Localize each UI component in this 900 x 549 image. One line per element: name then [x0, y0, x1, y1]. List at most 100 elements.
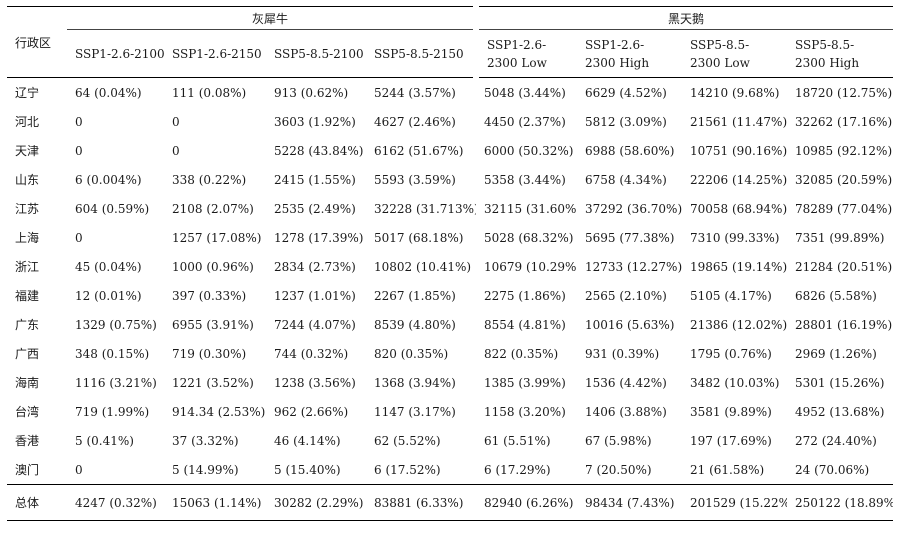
region-name: 辽宁	[15, 86, 40, 100]
table-cell: 1406 (3.88%)	[585, 404, 667, 419]
region-header: 行政区	[7, 6, 67, 78]
table-cell: 10802 (10.41%)	[374, 259, 472, 274]
table-cell: 2834 (2.73%)	[274, 259, 356, 274]
table-cell: 1536 (4.42%)	[585, 375, 667, 390]
table-cell: 4952 (13.68%)	[795, 404, 885, 419]
table-cell: 719 (1.99%)	[75, 404, 150, 419]
table-cell: 1238 (3.56%)	[274, 375, 356, 390]
table-cell: 5048 (3.44%)	[484, 85, 566, 100]
table-cell: 6 (17.52%)	[374, 462, 441, 477]
table-cell: 719 (0.30%)	[172, 346, 247, 361]
table-cell: 8539 (4.80%)	[374, 317, 456, 332]
table-cell: 5228 (43.84%)	[274, 143, 364, 158]
table-cell: 5017 (68.18%)	[374, 230, 464, 245]
table-cell: 820 (0.35%)	[374, 346, 449, 361]
table-cell: 12 (0.01%)	[75, 288, 142, 303]
table-row: 河北 0 0 3603 (1.92%) 4627 (2.46%) 4450 (2.37%)…	[7, 107, 893, 136]
table-cell: 5244 (3.57%)	[374, 85, 456, 100]
table-cell: 604 (0.59%)	[75, 201, 150, 216]
table-cell: 21386 (12.02%)	[690, 317, 788, 332]
table-row: 广西 348 (0.15%) 719 (0.30%) 744 (0.32%) 820 (…	[7, 339, 893, 368]
table-row: 广东 1329 (0.75%) 6955 (3.91%) 7244 (4.07%) 85…	[7, 310, 893, 339]
table-row: 澳门 0 5 (14.99%) 5 (15.40%) 6 (17.52%) 6 (17.2…	[7, 455, 893, 485]
table-cell: 6629 (4.52%)	[585, 85, 667, 100]
table-cell: 348 (0.15%)	[75, 346, 150, 361]
table-cell: 21561 (11.47%)	[690, 114, 788, 129]
table-cell: 70058 (68.94%)	[690, 201, 788, 216]
table-cell: 1147 (3.17%)	[374, 404, 456, 419]
table-cell: 2565 (2.10%)	[585, 288, 667, 303]
table-row: 上海 0 1257 (17.08%) 1278 (17.39%) 5017 (68.18…	[7, 223, 893, 252]
table-cell: 7 (20.50%)	[585, 462, 652, 477]
table-cell: 5 (15.40%)	[274, 462, 341, 477]
group-header-black-swan: 黑天鹅	[473, 6, 894, 30]
total-cell: 30282 (2.29%)	[266, 484, 366, 521]
table-cell: 5695 (77.38%)	[585, 230, 675, 245]
table-cell: 822 (0.35%)	[484, 346, 559, 361]
region-name: 上海	[15, 231, 40, 245]
table-cell: 1278 (17.39%)	[274, 230, 364, 245]
total-row: 总体 4247 (0.32%) 15063 (1.14%) 30282 (2.29%)…	[7, 484, 894, 521]
region-name: 河北	[15, 115, 40, 129]
table-cell: 5301 (15.26%)	[795, 375, 885, 390]
table-cell: 0	[75, 143, 83, 158]
table-cell: 6000 (50.32%)	[484, 143, 574, 158]
region-name: 浙江	[15, 260, 40, 274]
column-header: SSP5-8.5-2150	[366, 29, 477, 78]
table-cell: 7310 (99.33%)	[690, 230, 780, 245]
table-row: 香港 5 (0.41%) 37 (3.32%) 46 (4.14%) 62 (5.52%…	[7, 426, 893, 455]
table-cell: 2108 (2.07%)	[172, 201, 254, 216]
table-cell: 19865 (19.14%)	[690, 259, 788, 274]
table-cell: 22206 (14.25%)	[690, 172, 788, 187]
table-cell: 1257 (17.08%)	[172, 230, 262, 245]
table-cell: 6955 (3.91%)	[172, 317, 254, 332]
table-row: 天津 0 0 5228 (43.84%) 6162 (51.67%) 6000 (50.3…	[7, 136, 893, 165]
table-cell: 5593 (3.59%)	[374, 172, 456, 187]
table-cell: 1795 (0.76%)	[690, 346, 772, 361]
table-cell: 197 (17.69%)	[690, 433, 772, 448]
table-cell: 397 (0.33%)	[172, 288, 247, 303]
column-header: SSP1-2.6-2100	[67, 29, 164, 78]
table-cell: 338 (0.22%)	[172, 172, 247, 187]
table-cell: 6 (0.004%)	[75, 172, 142, 187]
table-cell: 10985 (92.12%)	[795, 143, 893, 158]
table-cell: 0	[172, 114, 180, 129]
table-cell: 1237 (1.01%)	[274, 288, 356, 303]
table-cell: 8554 (4.81%)	[484, 317, 566, 332]
region-name: 福建	[15, 289, 40, 303]
table-cell: 7351 (99.89%)	[795, 230, 885, 245]
table-cell: 931 (0.39%)	[585, 346, 660, 361]
table-row: 福建 12 (0.01%) 397 (0.33%) 1237 (1.01%) 2267 …	[7, 281, 893, 310]
region-name: 澳门	[15, 463, 40, 477]
table-cell: 1158 (3.20%)	[484, 404, 566, 419]
column-header: SSP1-2.6- 2300 High	[577, 29, 683, 78]
total-cell: 250122 (18.89%)	[787, 484, 894, 521]
total-cell: 15063 (1.14%)	[164, 484, 266, 521]
total-cell: 82940 (6.26%)	[476, 484, 578, 521]
table-cell: 61 (5.51%)	[484, 433, 551, 448]
region-name: 广东	[15, 318, 40, 332]
table-cell: 5028 (68.32%)	[484, 230, 574, 245]
table-cell: 78289 (77.04%)	[795, 201, 893, 216]
total-cell: 98434 (7.43%)	[577, 484, 683, 521]
table-cell: 272 (24.40%)	[795, 433, 877, 448]
table-cell: 111 (0.08%)	[172, 85, 247, 100]
table-cell: 5 (14.99%)	[172, 462, 239, 477]
scenario-table: 行政区 灰犀牛 黑天鹅 SSP1-2.6-2100 SSP1-2.6-2150 SS…	[7, 6, 894, 521]
table-cell: 32262 (17.16%)	[795, 114, 893, 129]
table-cell: 1221 (3.52%)	[172, 375, 254, 390]
table-row: 辽宁 64 (0.04%) 111 (0.08%) 913 (0.62%) 5244 (…	[7, 78, 893, 108]
table-cell: 62 (5.52%)	[374, 433, 441, 448]
table-cell: 12733 (12.27%)	[585, 259, 683, 274]
table-cell: 3603 (1.92%)	[274, 114, 356, 129]
table-cell: 5 (0.41%)	[75, 433, 134, 448]
table-cell: 24 (70.06%)	[795, 462, 870, 477]
table-cell: 32085 (20.59%)	[795, 172, 893, 187]
table-cell: 3581 (9.89%)	[690, 404, 772, 419]
table-cell: 5812 (3.09%)	[585, 114, 667, 129]
table-cell: 6826 (5.58%)	[795, 288, 877, 303]
table-cell: 67 (5.98%)	[585, 433, 652, 448]
table-cell: 2535 (2.49%)	[274, 201, 356, 216]
table-cell: 2275 (1.86%)	[484, 288, 566, 303]
